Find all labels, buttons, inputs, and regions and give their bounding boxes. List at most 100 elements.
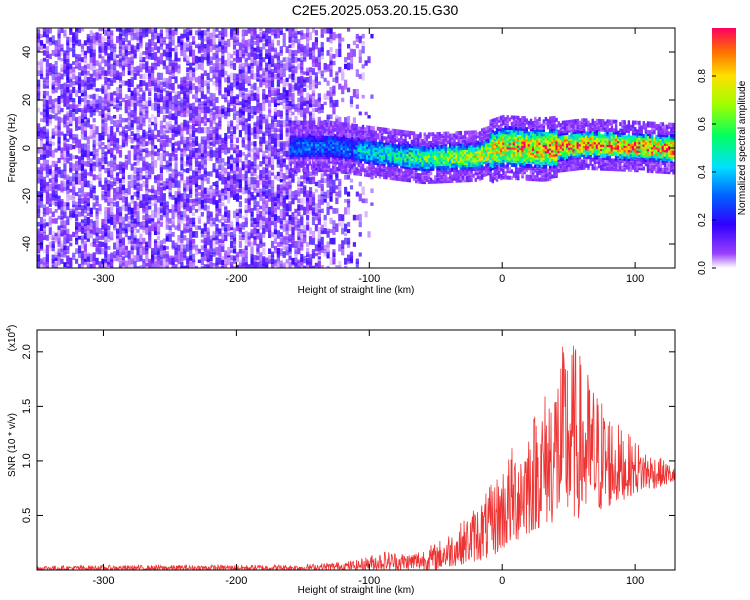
- heatmap-cell: [171, 62, 175, 71]
- heatmap-cell: [338, 186, 342, 195]
- heatmap-cell: [63, 63, 67, 70]
- heatmap-cell: [209, 78, 213, 82]
- heatmap-cell: [289, 144, 292, 149]
- heatmap-cell: [174, 197, 178, 205]
- heatmap-cell: [124, 43, 128, 49]
- heatmap-cell: [300, 71, 304, 76]
- heatmap-cell: [338, 181, 342, 187]
- heatmap-cell: [327, 159, 331, 164]
- heatmap-cell: [209, 213, 213, 222]
- heatmap-cell: [80, 191, 85, 197]
- heatmap-cell: [203, 187, 207, 194]
- heatmap-cell: [259, 241, 263, 248]
- heatmap-cell: [335, 115, 339, 119]
- heatmap-cell: [353, 145, 356, 150]
- heatmap-cell: [51, 35, 55, 44]
- heatmap-cell: [295, 157, 299, 162]
- heatmap-cell: [332, 129, 335, 134]
- heatmap-cell: [338, 130, 341, 135]
- heatmap-cell: [191, 67, 196, 72]
- heatmap-cell: [329, 127, 333, 132]
- heatmap-cell: [370, 158, 373, 163]
- heatmap-cell: [268, 258, 272, 264]
- heatmap-cell: [186, 67, 190, 73]
- heatmap-cell: [363, 157, 367, 162]
- heatmap-cell: [186, 28, 190, 33]
- heatmap-cell: [253, 123, 257, 131]
- heatmap-cell: [162, 77, 166, 82]
- heatmap-cell: [285, 164, 289, 170]
- heatmap-cell: [250, 171, 254, 176]
- heatmap-cell: [45, 67, 49, 73]
- heatmap-cell: [197, 98, 202, 102]
- heatmap-cell: [235, 96, 240, 104]
- heatmap-cell: [115, 228, 120, 234]
- heatmap-cell: [336, 166, 339, 171]
- heatmap-cell: [139, 31, 143, 35]
- heatmap-cell: [268, 191, 272, 197]
- heatmap-cell: [212, 126, 216, 134]
- heatmap-cell: [232, 169, 237, 179]
- heatmap-cell: [303, 238, 307, 244]
- heatmap-cell: [253, 255, 257, 261]
- heatmap-cell: [346, 148, 350, 153]
- heatmap-cell: [259, 116, 263, 125]
- heatmap-cell: [165, 47, 169, 52]
- heatmap-cell: [130, 230, 134, 239]
- heatmap-cell: [289, 153, 292, 158]
- heatmap-cell: [86, 203, 90, 212]
- heatmap-cell: [291, 227, 295, 236]
- heatmap-cell: [48, 165, 52, 170]
- heatmap-cell: [174, 264, 178, 268]
- heatmap-cell: [107, 190, 111, 198]
- heatmap-cell: [335, 223, 339, 232]
- heatmap-cell: [359, 143, 363, 149]
- heatmap-cell: [259, 191, 263, 197]
- heatmap-cell: [69, 215, 73, 220]
- heatmap-cell: [45, 181, 49, 187]
- heatmap-cell: [145, 167, 149, 174]
- heatmap-cell: [306, 166, 309, 171]
- heatmap-cell: [45, 250, 49, 259]
- heatmap-cell: [244, 208, 248, 213]
- heatmap-cell: [110, 260, 114, 268]
- heatmap-cell: [92, 263, 96, 268]
- heatmap-cell: [133, 207, 137, 215]
- heatmap-cell: [95, 201, 99, 207]
- heatmap-cell: [282, 119, 286, 128]
- heatmap-cell: [60, 240, 64, 249]
- heatmap-cell: [285, 220, 289, 229]
- heatmap-cell: [285, 90, 289, 97]
- heatmap-cell: [224, 144, 228, 150]
- heatmap-cell: [276, 230, 280, 239]
- heatmap-cell: [256, 243, 260, 252]
- heatmap-cell: [294, 108, 298, 112]
- heatmap-cell: [308, 146, 312, 151]
- heatmap-cell: [189, 30, 193, 36]
- heatmap-cell: [200, 183, 204, 192]
- heatmap-cell: [107, 254, 111, 262]
- heatmap-cell: [39, 58, 44, 68]
- heatmap-cell: [200, 56, 204, 63]
- heatmap-cell: [344, 161, 348, 166]
- heatmap-cell: [60, 67, 64, 73]
- heatmap-cell: [153, 80, 158, 87]
- heatmap-cell: [80, 228, 85, 234]
- heatmap-cell: [346, 127, 350, 132]
- heatmap-cell: [361, 152, 365, 157]
- heatmap-cell: [332, 220, 336, 229]
- heatmap-cell: [83, 130, 87, 137]
- heatmap-cell: [253, 188, 257, 193]
- heatmap-cell: [308, 50, 313, 56]
- heatmap-cell: [247, 28, 251, 34]
- heatmap-cell: [133, 220, 137, 228]
- heatmap-cell: [344, 148, 348, 153]
- heatmap-cell: [118, 100, 123, 106]
- heatmap-cell: [48, 235, 52, 240]
- heatmap-cell: [107, 56, 111, 63]
- heatmap-cell: [183, 265, 187, 268]
- heatmap-cell: [194, 116, 199, 125]
- heatmap-cell: [361, 33, 365, 39]
- heatmap-cell: [229, 231, 234, 237]
- heatmap-cell: [54, 234, 58, 241]
